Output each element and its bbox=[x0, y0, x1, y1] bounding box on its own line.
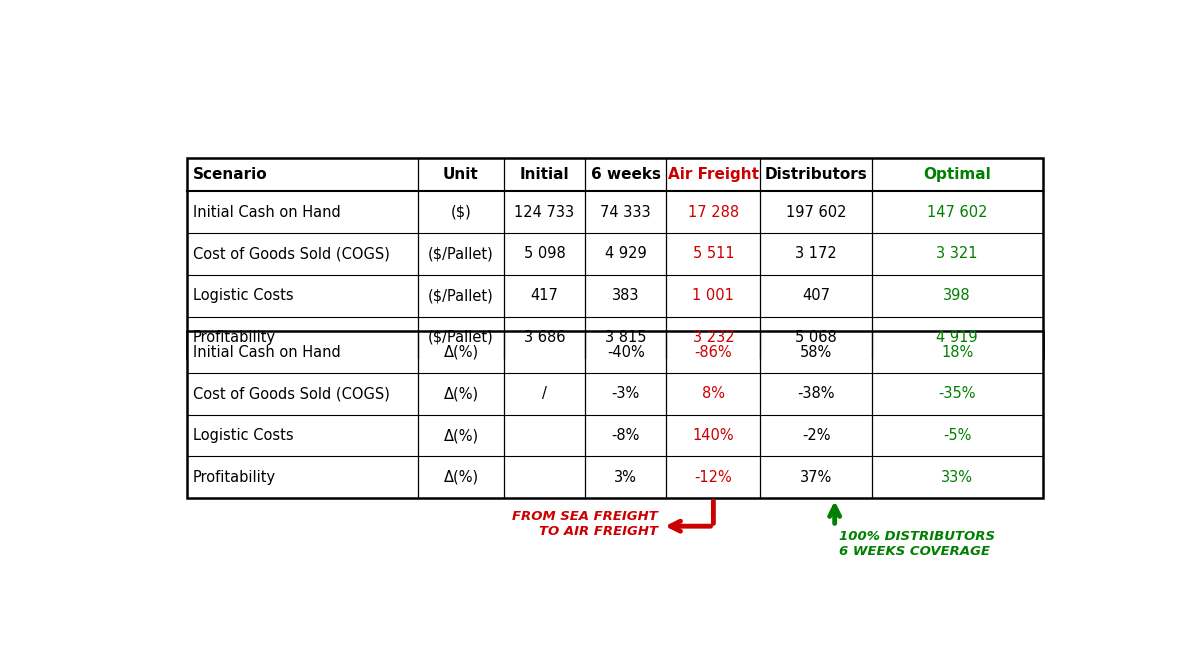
Text: 18%: 18% bbox=[941, 344, 973, 360]
Text: 3%: 3% bbox=[614, 470, 637, 485]
Text: -35%: -35% bbox=[938, 387, 976, 401]
Text: Unit: Unit bbox=[443, 167, 479, 182]
Text: 8%: 8% bbox=[702, 387, 725, 401]
Text: Optimal: Optimal bbox=[923, 167, 991, 182]
Text: 6 weeks: 6 weeks bbox=[590, 167, 661, 182]
Text: 74 333: 74 333 bbox=[600, 205, 652, 219]
Text: 197 602: 197 602 bbox=[786, 205, 846, 219]
Text: ($): ($) bbox=[451, 205, 472, 219]
Text: 3 172: 3 172 bbox=[796, 247, 836, 261]
Text: 407: 407 bbox=[802, 288, 830, 303]
Text: Initial: Initial bbox=[520, 167, 569, 182]
Text: Initial Cash on Hand: Initial Cash on Hand bbox=[193, 344, 341, 360]
Text: 58%: 58% bbox=[800, 344, 832, 360]
Text: Logistic Costs: Logistic Costs bbox=[193, 288, 294, 303]
Text: 3 232: 3 232 bbox=[692, 330, 734, 345]
Text: Distributors: Distributors bbox=[764, 167, 868, 182]
Text: 4 929: 4 929 bbox=[605, 247, 647, 261]
Text: FROM SEA FREIGHT
TO AIR FREIGHT: FROM SEA FREIGHT TO AIR FREIGHT bbox=[512, 510, 658, 537]
Text: Cost of Goods Sold (COGS): Cost of Goods Sold (COGS) bbox=[193, 247, 390, 261]
Text: 4 919: 4 919 bbox=[936, 330, 978, 345]
Text: Scenario: Scenario bbox=[193, 167, 268, 182]
Text: 124 733: 124 733 bbox=[515, 205, 575, 219]
Text: Δ(%): Δ(%) bbox=[444, 387, 479, 401]
Text: 140%: 140% bbox=[692, 428, 734, 443]
Text: -38%: -38% bbox=[797, 387, 835, 401]
Text: Δ(%): Δ(%) bbox=[444, 470, 479, 485]
Text: 5 511: 5 511 bbox=[692, 247, 734, 261]
Text: 3 815: 3 815 bbox=[605, 330, 647, 345]
Text: 398: 398 bbox=[943, 288, 971, 303]
Text: 5 098: 5 098 bbox=[523, 247, 565, 261]
Text: 5 068: 5 068 bbox=[796, 330, 836, 345]
Text: Air Freight: Air Freight bbox=[668, 167, 758, 182]
Text: -5%: -5% bbox=[943, 428, 972, 443]
Text: -2%: -2% bbox=[802, 428, 830, 443]
Text: 147 602: 147 602 bbox=[926, 205, 988, 219]
Text: 417: 417 bbox=[530, 288, 558, 303]
Text: Profitability: Profitability bbox=[193, 470, 276, 485]
Text: 33%: 33% bbox=[941, 470, 973, 485]
Text: -8%: -8% bbox=[612, 428, 640, 443]
Text: /: / bbox=[542, 387, 547, 401]
Text: -3%: -3% bbox=[612, 387, 640, 401]
Bar bbox=[187, 158, 1043, 358]
Text: -40%: -40% bbox=[607, 344, 644, 360]
Text: Cost of Goods Sold (COGS): Cost of Goods Sold (COGS) bbox=[193, 387, 390, 401]
Text: 3 686: 3 686 bbox=[523, 330, 565, 345]
Text: Δ(%): Δ(%) bbox=[444, 428, 479, 443]
Text: Profitability: Profitability bbox=[193, 330, 276, 345]
Text: Logistic Costs: Logistic Costs bbox=[193, 428, 294, 443]
Text: 37%: 37% bbox=[800, 470, 832, 485]
Bar bbox=[187, 331, 1043, 498]
Text: 17 288: 17 288 bbox=[688, 205, 739, 219]
Text: -86%: -86% bbox=[695, 344, 732, 360]
Text: Initial Cash on Hand: Initial Cash on Hand bbox=[193, 205, 341, 219]
Text: -12%: -12% bbox=[695, 470, 732, 485]
Text: 383: 383 bbox=[612, 288, 640, 303]
Text: 3 321: 3 321 bbox=[936, 247, 978, 261]
Text: ($/Pallet): ($/Pallet) bbox=[428, 247, 494, 261]
Text: 100% DISTRIBUTORS
6 WEEKS COVERAGE: 100% DISTRIBUTORS 6 WEEKS COVERAGE bbox=[839, 530, 995, 559]
Text: 1 001: 1 001 bbox=[692, 288, 734, 303]
Text: ($/Pallet): ($/Pallet) bbox=[428, 330, 494, 345]
Text: ($/Pallet): ($/Pallet) bbox=[428, 288, 494, 303]
Text: Δ(%): Δ(%) bbox=[444, 344, 479, 360]
